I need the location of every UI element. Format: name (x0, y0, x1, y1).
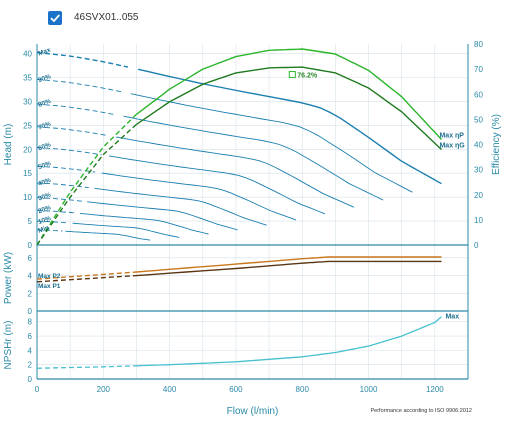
speed-label: 60% (37, 141, 52, 152)
efficiency-curve-label: Max ηP (439, 132, 464, 139)
speed-label: 20% (37, 204, 52, 215)
series-checkbox-label: 46SVX01..055 (74, 12, 139, 23)
speed-label: Min (37, 224, 50, 234)
y-tick-label: 5 (28, 217, 33, 226)
y2-tick-label: 10 (474, 216, 483, 225)
x-tick-label: 800 (296, 385, 310, 394)
head-curve-dashed (36, 182, 89, 189)
x-axis-title: Flow (l/min) (227, 406, 279, 417)
y2-tick-label: 20 (474, 191, 483, 200)
speed-label: 90% (37, 73, 52, 84)
y-tick-label: 2 (28, 361, 33, 370)
x-tick-label: 600 (229, 385, 243, 394)
y2-tick-label: 30 (474, 166, 483, 175)
power-curve (136, 256, 442, 273)
head-curve-dashed (36, 209, 76, 214)
bep-label: 76.2% (297, 73, 318, 80)
y-tick-label: 25 (23, 121, 32, 130)
y2-axis-title: Efficiency (%) (491, 114, 502, 175)
y-tick-label: 4 (28, 272, 33, 281)
y-tick-label: 4 (28, 346, 33, 355)
efficiency-curve (136, 48, 443, 140)
head-curve (130, 93, 413, 193)
y-axis-title: Head (m) (3, 124, 14, 166)
y-tick-label: 40 (23, 50, 32, 59)
bep-marker (288, 71, 296, 79)
head-curve (94, 187, 267, 226)
y-tick-label: 6 (28, 332, 33, 341)
head-curve (116, 136, 355, 208)
head-curve (65, 230, 151, 241)
efficiency-curve-dashed (36, 113, 137, 246)
head-curve-dashed (36, 126, 109, 137)
head-curve-dashed (36, 147, 102, 156)
y2-tick-label: 50 (474, 115, 483, 124)
head-curve (137, 68, 442, 185)
speed-label: 50% (37, 160, 52, 171)
efficiency-curve-label: Max ηG (439, 143, 465, 150)
y2-tick-label: 40 (474, 141, 483, 150)
y2-tick-label: 0 (474, 241, 479, 250)
head-curve-dashed (36, 229, 63, 232)
y-axis-title: Power (kW) (3, 252, 14, 304)
speed-label: 10% (37, 215, 52, 226)
y-tick-label: 30 (23, 97, 32, 106)
head-curve (87, 201, 238, 231)
head-curve-dashed (36, 51, 129, 68)
npsh-curve-label: Max (445, 314, 459, 321)
efficiency-curve (136, 66, 442, 151)
speed-label: 40% (37, 177, 52, 188)
y-tick-label: 15 (23, 169, 32, 178)
y2-tick-label: 60 (474, 90, 483, 99)
speed-label: 30% (37, 191, 52, 202)
footer-note: Performance according to ISO 9906:2012 (370, 408, 472, 414)
npsh-curve-dashed (36, 365, 137, 369)
y-tick-label: 10 (23, 193, 32, 202)
y-tick-label: 8 (28, 318, 33, 327)
y-axis-title: NPSHr (m) (3, 321, 14, 370)
y-tick-label: 2 (28, 289, 33, 298)
y-tick-label: 20 (23, 145, 32, 154)
y-tick-label: 0 (28, 307, 33, 316)
power-curve (136, 260, 442, 277)
power-curve-dashed (36, 274, 137, 283)
head-curve (123, 115, 384, 201)
speed-label: 70% (37, 121, 52, 132)
head-curve (72, 222, 180, 238)
power-curve-label: Max P1 (38, 283, 61, 290)
x-tick-label: 1200 (426, 385, 444, 394)
head-curve (79, 212, 209, 235)
power-curve-label: Max P2 (38, 273, 61, 280)
series-checkbox[interactable] (48, 11, 62, 25)
x-tick-label: 200 (97, 385, 111, 394)
y-tick-label: 35 (23, 74, 32, 83)
power-curve-dashed (36, 271, 137, 280)
check-icon (50, 14, 60, 23)
head-curve-dashed (36, 78, 122, 93)
head-curve-dashed (36, 103, 115, 116)
x-tick-label: 400 (163, 385, 177, 394)
y-tick-label: 0 (28, 241, 33, 250)
npsh-curve (136, 316, 442, 367)
head-curve (108, 155, 326, 215)
speed-label: Max (37, 46, 52, 57)
speed-label: 80% (37, 98, 52, 109)
x-tick-label: 1000 (360, 385, 378, 394)
y-tick-label: 0 (28, 375, 33, 384)
head-curve (101, 172, 297, 221)
y2-tick-label: 80 (474, 40, 483, 49)
y-tick-label: 6 (28, 254, 33, 263)
y2-tick-label: 70 (474, 65, 483, 74)
x-tick-label: 0 (35, 385, 40, 394)
